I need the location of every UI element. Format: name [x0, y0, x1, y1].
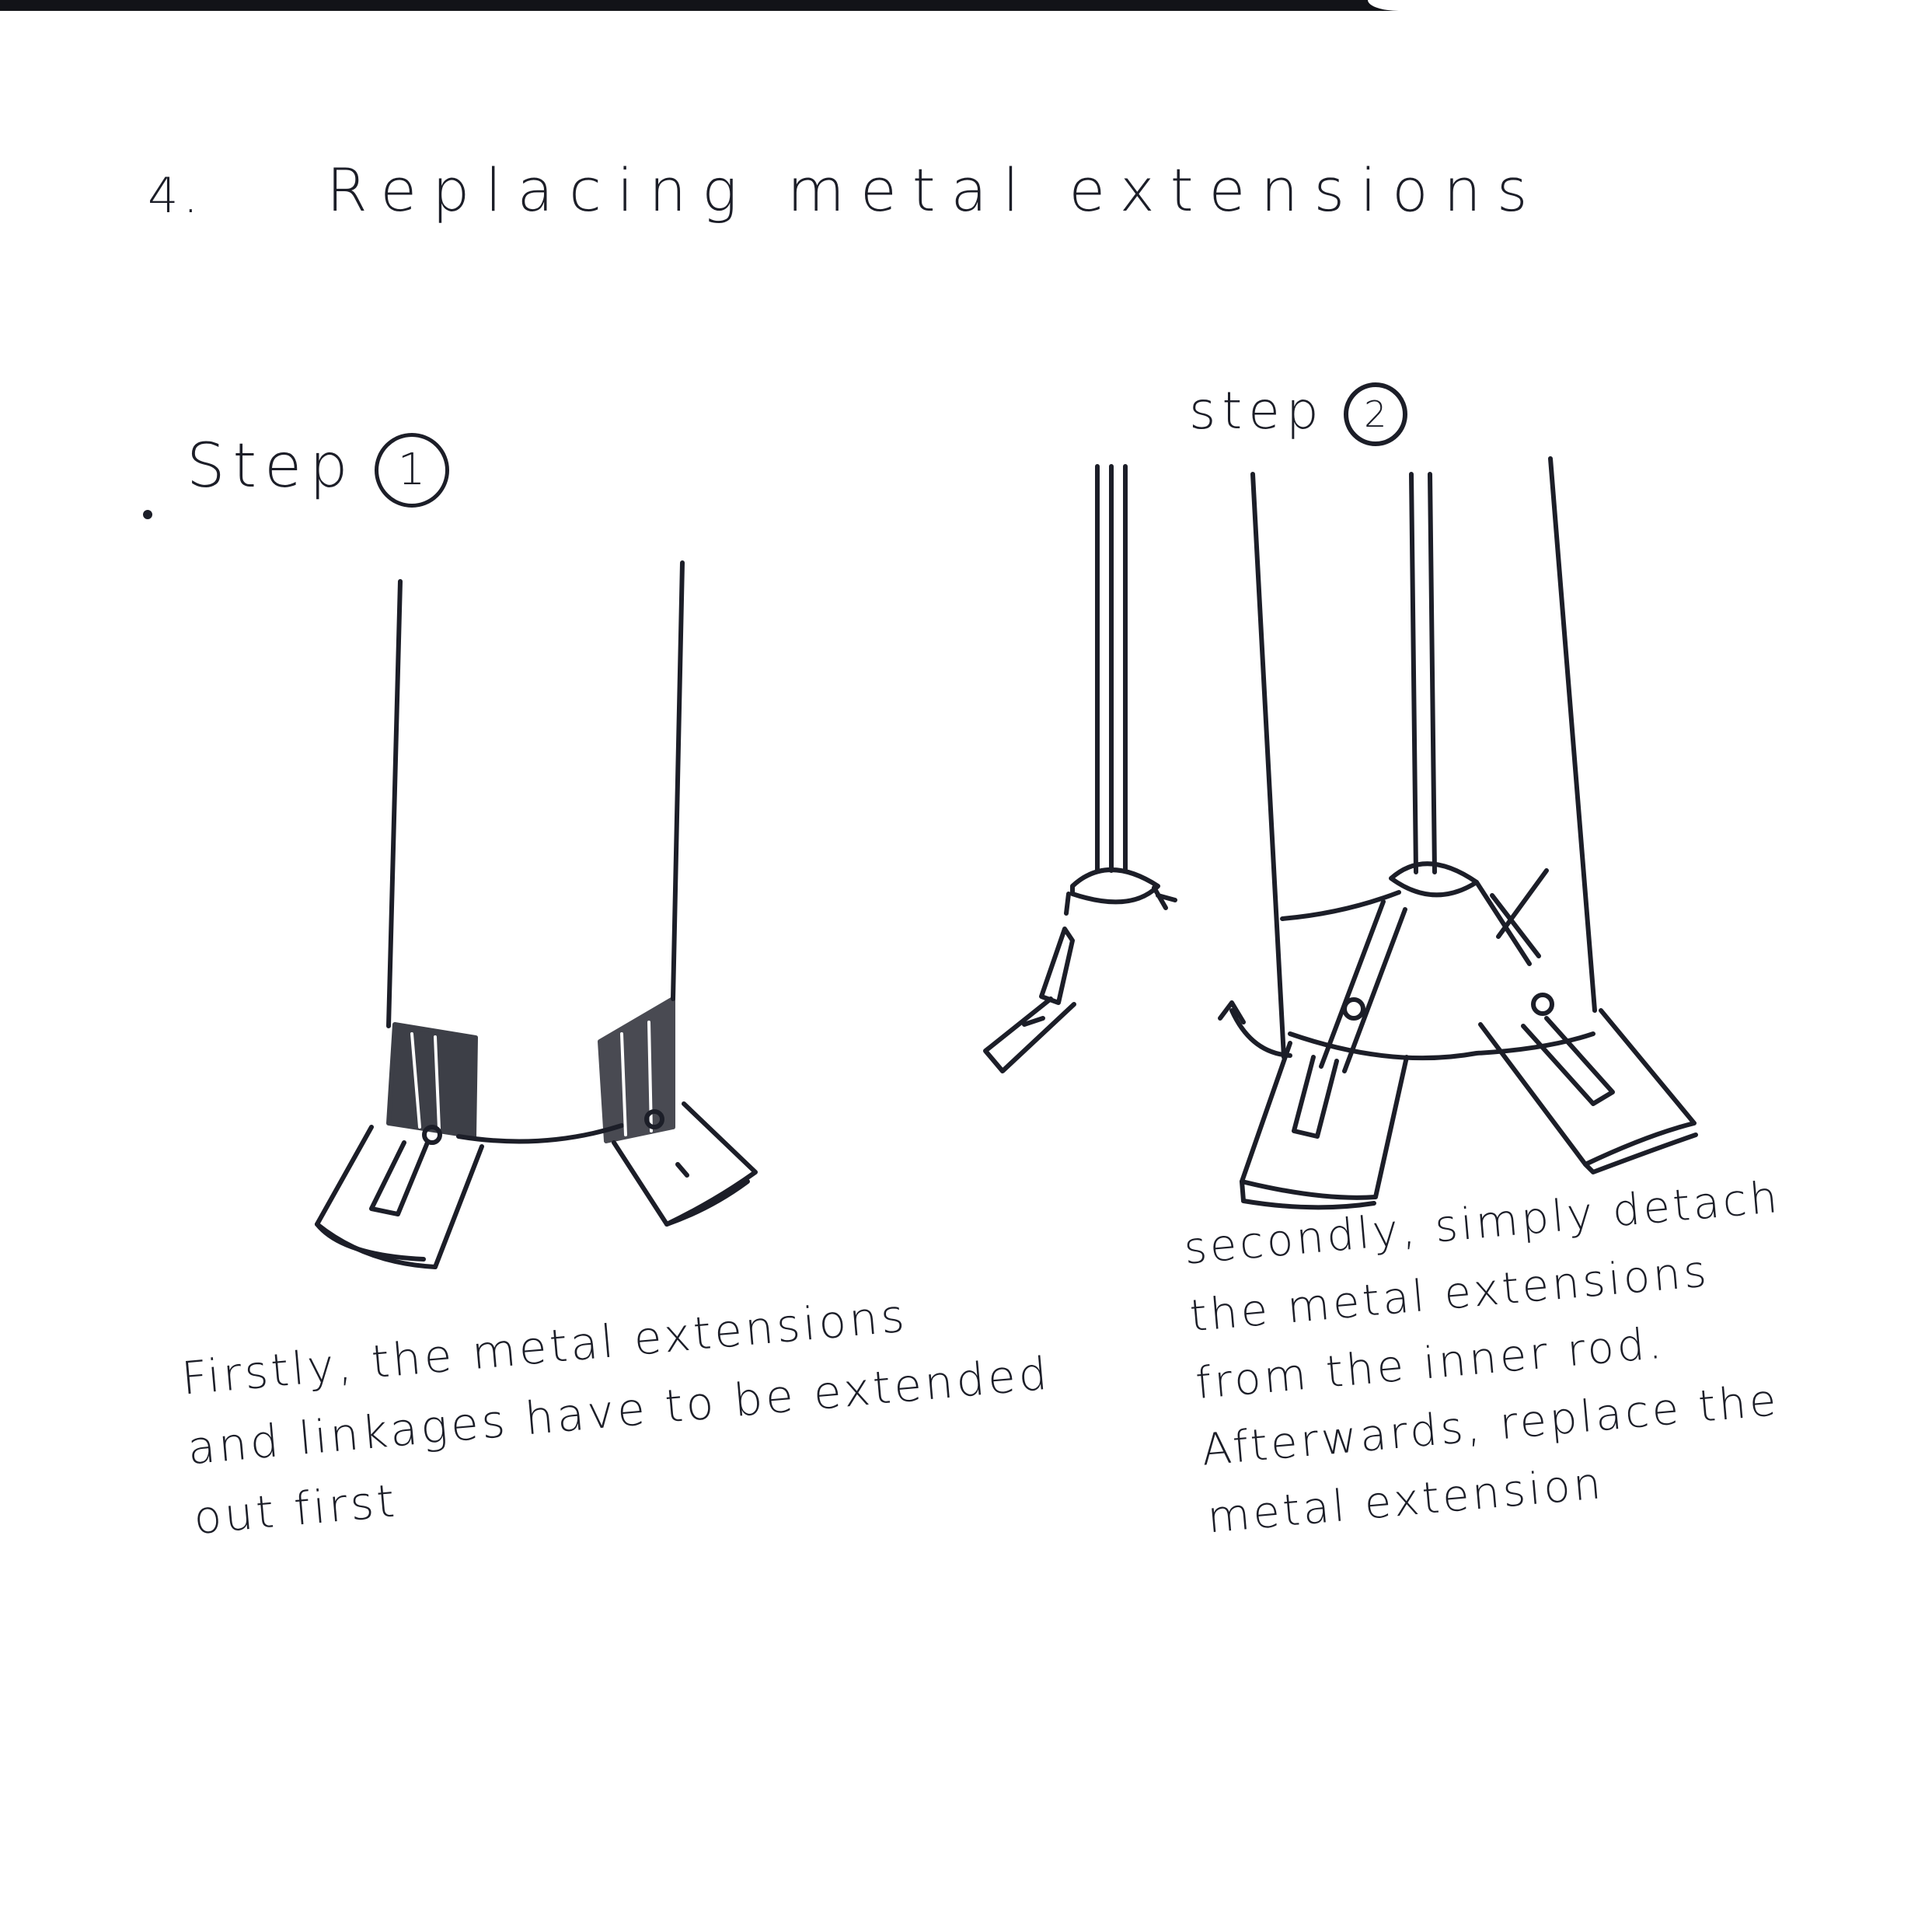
- step1-label: Step 1: [187, 431, 449, 508]
- step2-detached-rod: [1095, 464, 1128, 873]
- step1-drawing: [143, 510, 758, 1269]
- step2-leg-right: [1548, 456, 1597, 1013]
- step2-detached-collar: [1070, 867, 1160, 905]
- step2-leg-left: [1250, 472, 1286, 1059]
- step2-extension-right: [1478, 993, 1698, 1174]
- step2-link-right: [1474, 880, 1541, 966]
- step2-detached-part: [983, 464, 1177, 1073]
- step1-leg-right: [671, 560, 685, 1001]
- page-title: Replacing metal extensions: [326, 155, 1543, 225]
- step1-dot: [143, 510, 152, 519]
- step2-label: step 2: [1189, 381, 1407, 446]
- step1-extension-right: [612, 1101, 758, 1227]
- step1-base-curve: [456, 1123, 624, 1144]
- step1-leg-left: [386, 579, 403, 1028]
- step1-linkage-left: [386, 1022, 478, 1139]
- step2-center-rod: [1409, 472, 1437, 874]
- step2-pointer-line: [1496, 868, 1549, 939]
- step2-detached-extension: [983, 927, 1076, 1073]
- step1-extension-left: [315, 1125, 484, 1269]
- top-band-fade: [1368, 0, 1932, 11]
- step2-link-left: [1319, 899, 1407, 1073]
- step2-assembly: [1218, 456, 1698, 1210]
- step2-caption: secondly, simply detach the metal extens…: [1181, 1164, 1807, 1552]
- step2-body-curve: [1280, 890, 1401, 921]
- step2-bottom-curve: [1288, 1031, 1595, 1061]
- step2-detached-bracket: [1064, 885, 1177, 916]
- step2-rotation-arrow: [1218, 1000, 1292, 1058]
- step1-word: Step: [187, 431, 356, 501]
- step1-linkage-right: [598, 996, 675, 1143]
- step1-number-badge: 1: [374, 432, 449, 508]
- title-number: 4.: [148, 167, 204, 224]
- step2-extension-left: [1240, 997, 1409, 1210]
- step2-number-badge: 2: [1343, 382, 1407, 446]
- step2-word: step: [1189, 381, 1325, 441]
